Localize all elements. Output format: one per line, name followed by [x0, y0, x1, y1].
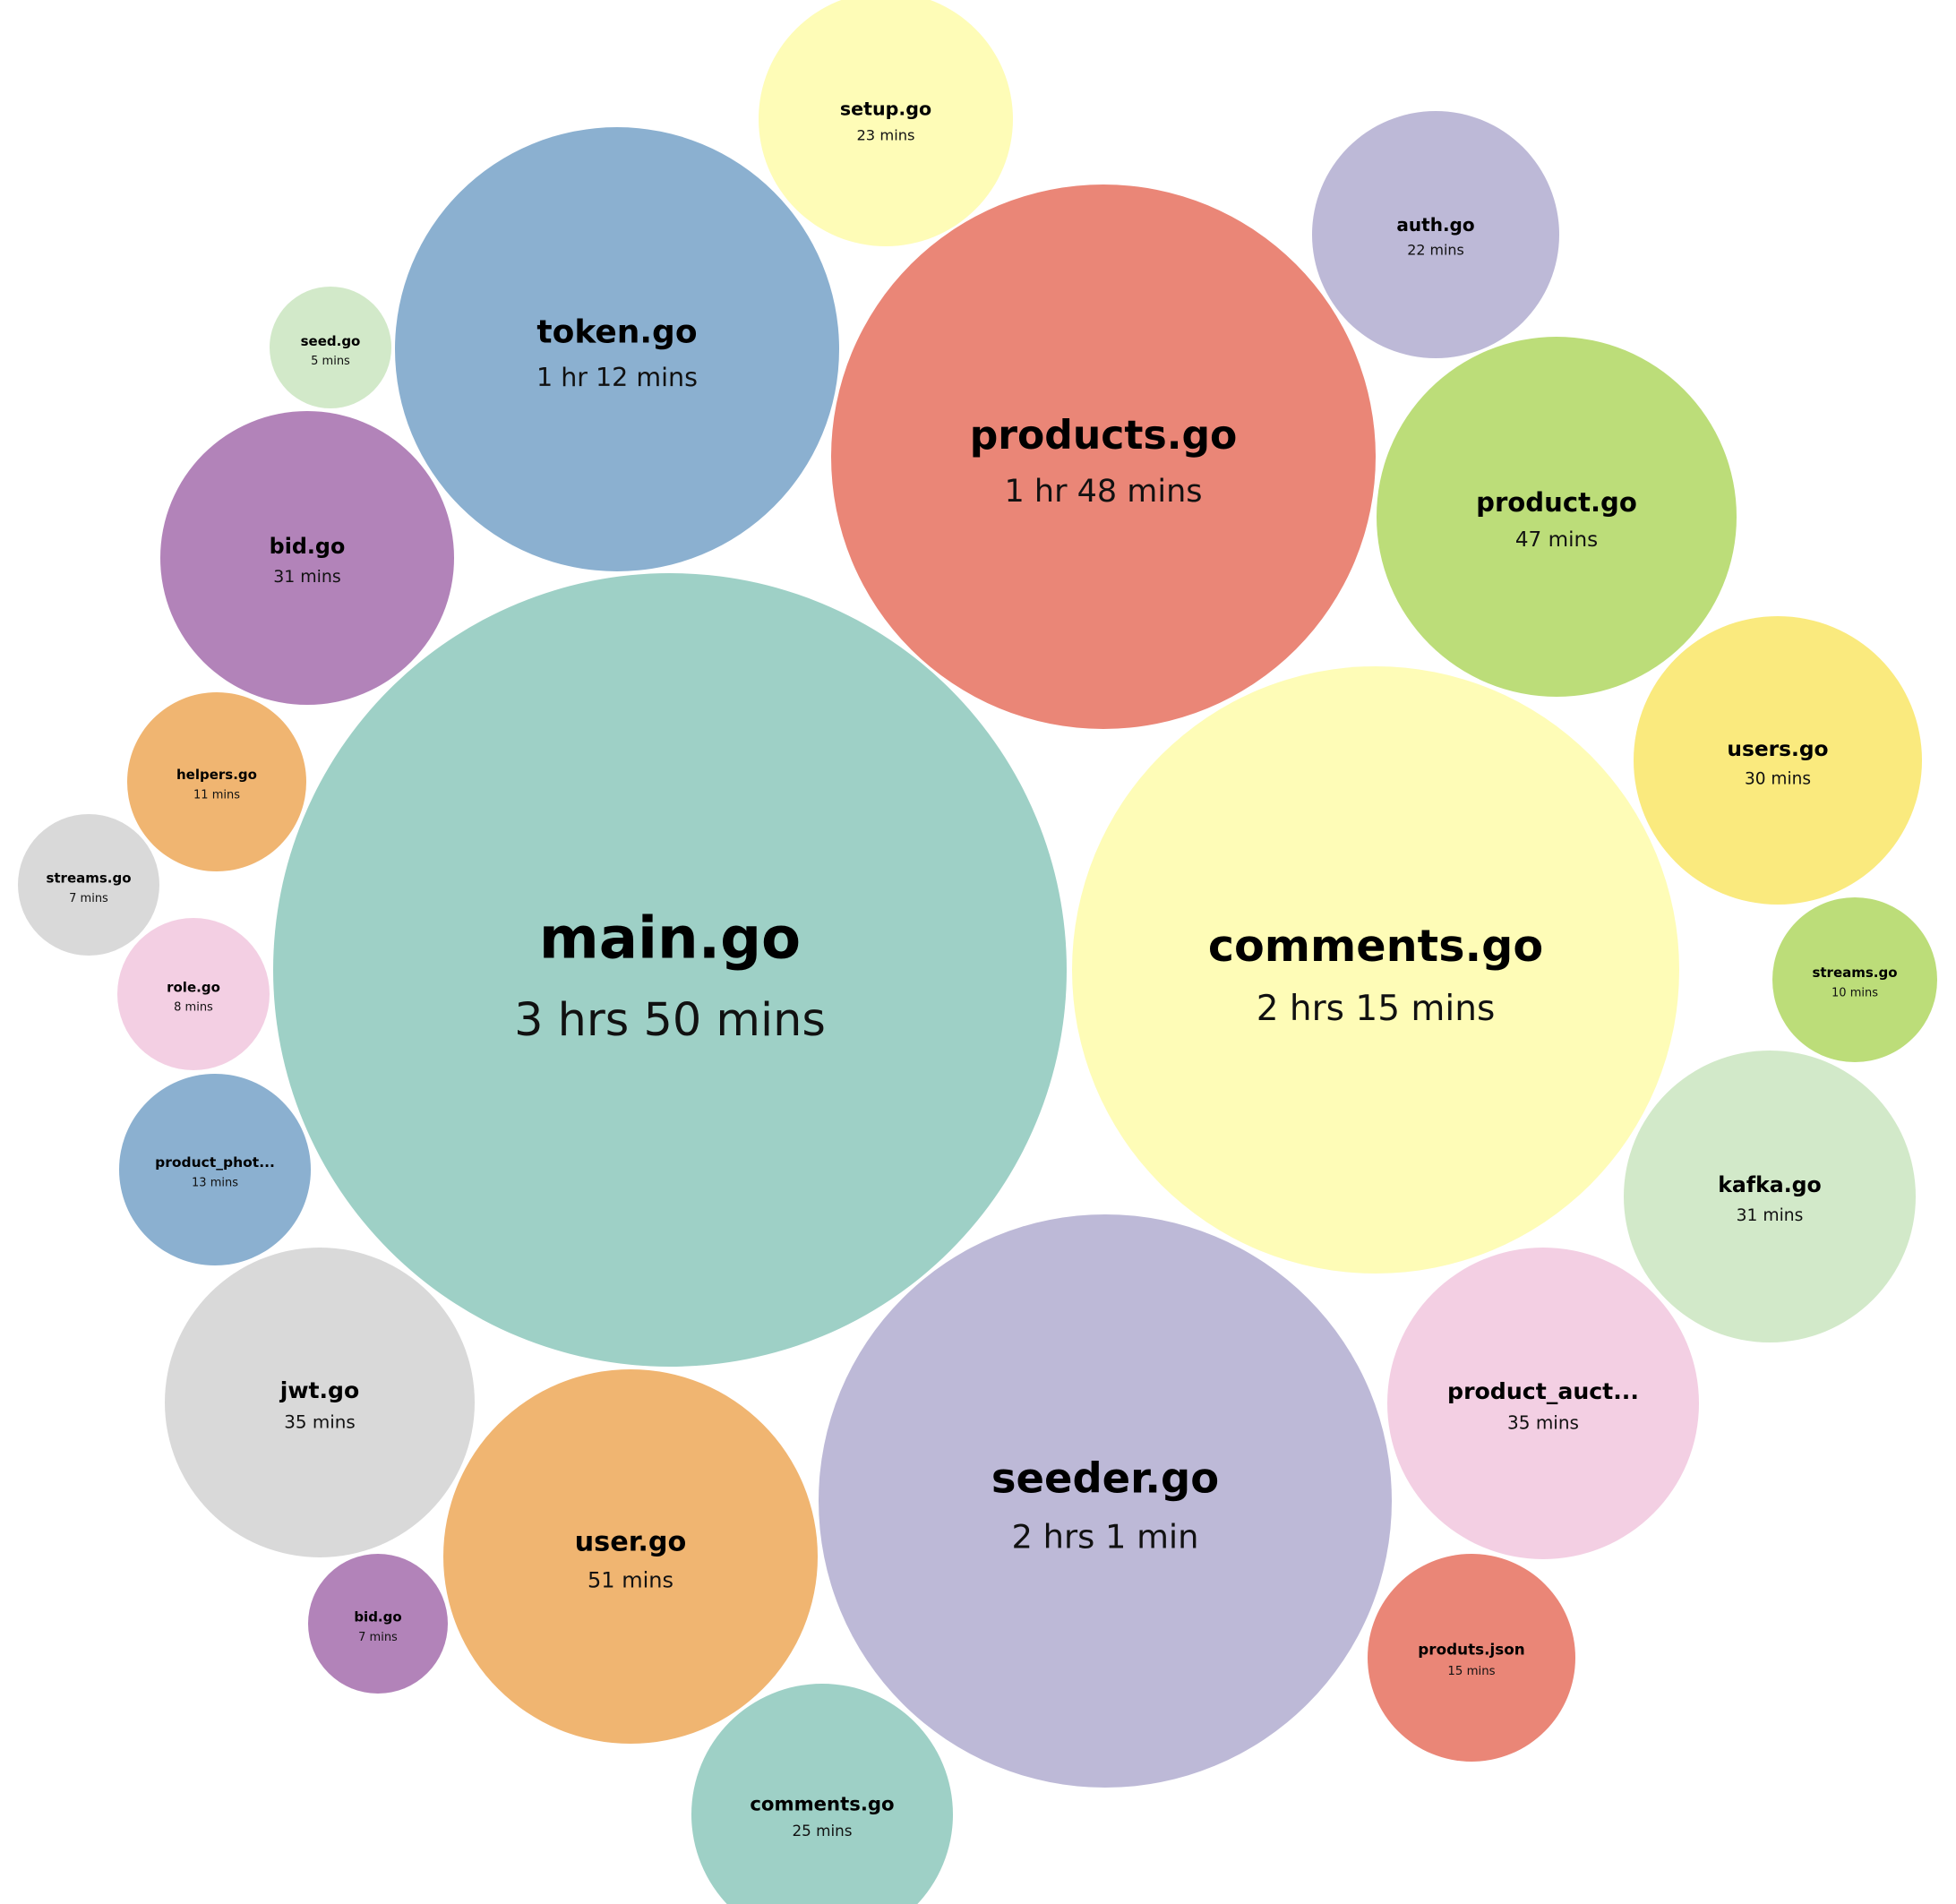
bubble-duration-comments-go-1: 2 hrs 15 mins — [1257, 989, 1496, 1029]
bubble-circle-comments-go-12[interactable] — [691, 1684, 953, 1904]
bubble-circle-products-go-3[interactable] — [831, 184, 1376, 729]
bubble-duration-users-go-11: 30 mins — [1745, 770, 1811, 789]
bubble-streams-go-20[interactable]: streams.go 7 mins — [18, 814, 159, 956]
bubble-duration-setup-go-13: 23 mins — [856, 126, 914, 143]
bubble-label-product-auct-8: product_auct... — [1447, 1378, 1639, 1404]
bubble-seed-go-22[interactable]: seed.go 5 mins — [270, 287, 391, 408]
bubble-comments-go-1[interactable]: comments.go 2 hrs 15 mins — [1072, 666, 1679, 1274]
bubble-label-streams-go-20: streams.go — [46, 871, 131, 887]
bubble-helpers-go-17[interactable]: helpers.go 11 mins — [127, 692, 306, 871]
bubble-duration-user-go-5: 51 mins — [588, 1567, 673, 1592]
bubble-label-product-phot-16: product_phot... — [155, 1154, 275, 1171]
bubble-circle-user-go-5[interactable] — [443, 1369, 818, 1744]
bubble-circle-product-go-6[interactable] — [1377, 337, 1737, 697]
bubble-role-go-19[interactable]: role.go 8 mins — [117, 918, 270, 1070]
bubble-bid-go-10[interactable]: bid.go 31 mins — [160, 411, 454, 705]
bubble-duration-produts-json-15: 15 mins — [1447, 1665, 1495, 1678]
bubble-label-auth-go-14: auth.go — [1396, 214, 1474, 236]
bubble-circle-token-go-4[interactable] — [395, 127, 839, 571]
bubble-duration-role-go-19: 8 mins — [174, 1001, 213, 1015]
bubble-circle-auth-go-14[interactable] — [1312, 111, 1559, 358]
bubble-duration-product-phot-16: 13 mins — [192, 1176, 238, 1189]
bubble-circle-users-go-11[interactable] — [1634, 616, 1922, 905]
bubble-label-streams-go-18: streams.go — [1812, 965, 1897, 981]
bubble-circle-product-auct-8[interactable] — [1387, 1248, 1699, 1559]
bubble-comments-go-12[interactable]: comments.go 25 mins — [691, 1684, 953, 1904]
bubble-circle-jwt-go-7[interactable] — [165, 1248, 475, 1557]
bubble-circle-kafka-go-9[interactable] — [1624, 1051, 1916, 1342]
bubble-label-comments-go-12: comments.go — [750, 1793, 894, 1815]
bubble-label-kafka-go-9: kafka.go — [1718, 1172, 1822, 1197]
bubble-token-go-4[interactable]: token.go 1 hr 12 mins — [395, 127, 839, 571]
bubble-label-main-go-0: main.go — [539, 905, 801, 973]
bubble-circle-streams-go-18[interactable] — [1772, 897, 1937, 1062]
bubble-product-go-6[interactable]: product.go 47 mins — [1377, 337, 1737, 697]
bubble-circle-streams-go-20[interactable] — [18, 814, 159, 956]
bubble-label-role-go-19: role.go — [167, 979, 220, 995]
bubble-label-bid-go-10: bid.go — [270, 534, 346, 559]
bubble-label-users-go-11: users.go — [1727, 737, 1828, 761]
bubble-streams-go-18[interactable]: streams.go 10 mins — [1772, 897, 1937, 1062]
bubble-circle-seed-go-22[interactable] — [270, 287, 391, 408]
bubble-duration-bid-go-21: 7 mins — [358, 1631, 398, 1644]
bubble-duration-comments-go-12: 25 mins — [792, 1822, 852, 1840]
bubble-main-go-0[interactable]: main.go 3 hrs 50 mins — [273, 573, 1067, 1367]
bubble-label-helpers-go-17: helpers.go — [176, 767, 257, 783]
bubble-users-go-11[interactable]: users.go 30 mins — [1634, 616, 1922, 905]
bubble-duration-main-go-0: 3 hrs 50 mins — [514, 994, 826, 1047]
bubble-product-auct-8[interactable]: product_auct... 35 mins — [1387, 1248, 1699, 1559]
bubble-jwt-go-7[interactable]: jwt.go 35 mins — [165, 1248, 475, 1557]
bubble-circle-role-go-19[interactable] — [117, 918, 270, 1070]
bubble-duration-bid-go-10: 31 mins — [273, 567, 341, 587]
bubble-product-phot-16[interactable]: product_phot... 13 mins — [119, 1074, 311, 1265]
bubble-duration-seeder-go-2: 2 hrs 1 min — [1012, 1518, 1199, 1557]
bubble-label-token-go-4: token.go — [536, 314, 697, 351]
bubble-label-comments-go-1: comments.go — [1208, 920, 1543, 972]
bubble-products-go-3[interactable]: products.go 1 hr 48 mins — [831, 184, 1376, 729]
bubble-auth-go-14[interactable]: auth.go 22 mins — [1312, 111, 1559, 358]
bubble-circle-comments-go-1[interactable] — [1072, 666, 1679, 1274]
bubble-label-seed-go-22: seed.go — [301, 333, 361, 349]
bubble-duration-product-go-6: 47 mins — [1515, 528, 1598, 552]
bubble-circle-helpers-go-17[interactable] — [127, 692, 306, 871]
bubble-circle-product-phot-16[interactable] — [119, 1074, 311, 1265]
bubble-label-bid-go-21: bid.go — [354, 1609, 401, 1625]
bubble-duration-streams-go-20: 7 mins — [69, 892, 108, 905]
bubble-label-setup-go-13: setup.go — [840, 99, 931, 120]
bubble-circle-produts-json-15[interactable] — [1368, 1554, 1575, 1762]
bubble-label-seeder-go-2: seeder.go — [991, 1454, 1219, 1502]
bubble-duration-products-go-3: 1 hr 48 mins — [1005, 474, 1203, 510]
bubble-kafka-go-9[interactable]: kafka.go 31 mins — [1624, 1051, 1916, 1342]
bubble-circle-setup-go-13[interactable] — [759, 0, 1013, 246]
bubble-circle-bid-go-21[interactable] — [308, 1554, 448, 1694]
bubble-seeder-go-2[interactable]: seeder.go 2 hrs 1 min — [819, 1214, 1392, 1788]
bubble-label-product-go-6: product.go — [1476, 487, 1637, 518]
bubble-duration-auth-go-14: 22 mins — [1407, 242, 1464, 259]
bubble-label-products-go-3: products.go — [970, 413, 1238, 459]
bubble-duration-seed-go-22: 5 mins — [311, 355, 350, 368]
bubble-duration-streams-go-18: 10 mins — [1832, 986, 1878, 999]
bubble-produts-json-15[interactable]: produts.json 15 mins — [1368, 1554, 1575, 1762]
bubble-user-go-5[interactable]: user.go 51 mins — [443, 1369, 818, 1744]
bubble-duration-kafka-go-9: 31 mins — [1737, 1206, 1804, 1225]
bubble-duration-jwt-go-7: 35 mins — [284, 1412, 356, 1433]
bubble-setup-go-13[interactable]: setup.go 23 mins — [759, 0, 1013, 246]
bubble-circle-main-go-0[interactable] — [273, 573, 1067, 1367]
bubble-circle-seeder-go-2[interactable] — [819, 1214, 1392, 1788]
bubble-bid-go-21[interactable]: bid.go 7 mins — [308, 1554, 448, 1694]
bubble-duration-product-auct-8: 35 mins — [1507, 1412, 1579, 1434]
bubble-label-produts-json-15: produts.json — [1418, 1641, 1524, 1659]
bubble-label-jwt-go-7: jwt.go — [279, 1377, 360, 1403]
bubble-duration-helpers-go-17: 11 mins — [193, 788, 240, 802]
bubble-label-user-go-5: user.go — [575, 1527, 687, 1558]
bubble-duration-token-go-4: 1 hr 12 mins — [536, 363, 698, 392]
bubble-circle-bid-go-10[interactable] — [160, 411, 454, 705]
